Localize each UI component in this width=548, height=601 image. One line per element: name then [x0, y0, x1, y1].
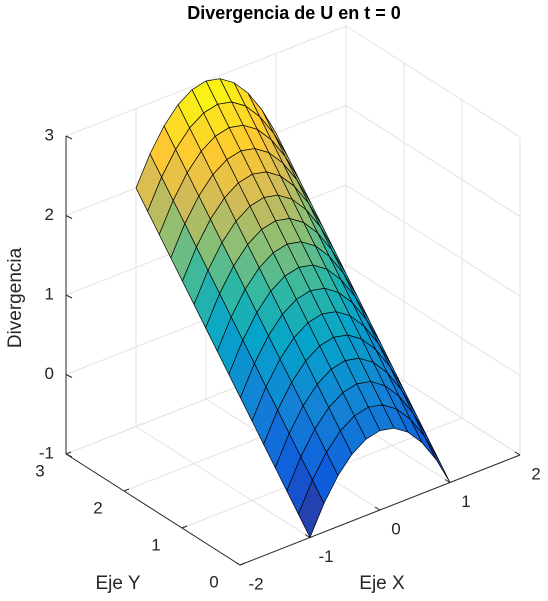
surface-face	[410, 418, 437, 460]
grid-line	[345, 25, 521, 138]
chart-title: Divergencia de U en t = 0	[187, 3, 401, 23]
x-tick-label: 0	[391, 519, 400, 538]
z-tick	[65, 294, 73, 299]
x-tick	[304, 534, 311, 538]
x-tick	[374, 506, 381, 511]
z-tick	[65, 453, 73, 458]
grid-line	[345, 105, 521, 217]
z-tick-label: 0	[45, 364, 54, 383]
z-tick-label: 1	[45, 284, 54, 303]
z-axis-label: Divergencia	[5, 247, 26, 348]
x-axis-label: Eje X	[359, 573, 405, 594]
surface-face	[298, 479, 325, 538]
y-tick	[65, 451, 72, 455]
x-tick-label: -1	[318, 547, 333, 566]
z-tick	[65, 374, 73, 378]
x-tick	[234, 561, 241, 566]
y-tick	[181, 525, 188, 529]
z-tick-label: 3	[45, 125, 54, 144]
z-tick	[65, 215, 73, 219]
y-axis	[65, 453, 241, 566]
z-tick-label: -1	[39, 443, 54, 462]
y-tick	[239, 562, 246, 566]
z-tick-label: 2	[45, 205, 54, 224]
y-tick-label: 3	[35, 461, 44, 480]
y-tick-label: 0	[209, 572, 218, 591]
x-tick	[514, 451, 521, 456]
grid-line	[345, 264, 521, 376]
x-tick	[444, 479, 451, 483]
grid-line	[135, 426, 311, 538]
y-tick-label: 2	[93, 498, 102, 517]
x-tick-label: 1	[461, 492, 470, 511]
y-tick-label: 1	[151, 535, 160, 554]
y-axis-label: Eje Y	[95, 573, 140, 594]
x-tick-label: 2	[531, 464, 540, 483]
y-tick	[123, 488, 130, 492]
x-tick-label: -2	[248, 574, 263, 593]
grid-line	[345, 184, 521, 297]
z-tick	[65, 135, 73, 140]
